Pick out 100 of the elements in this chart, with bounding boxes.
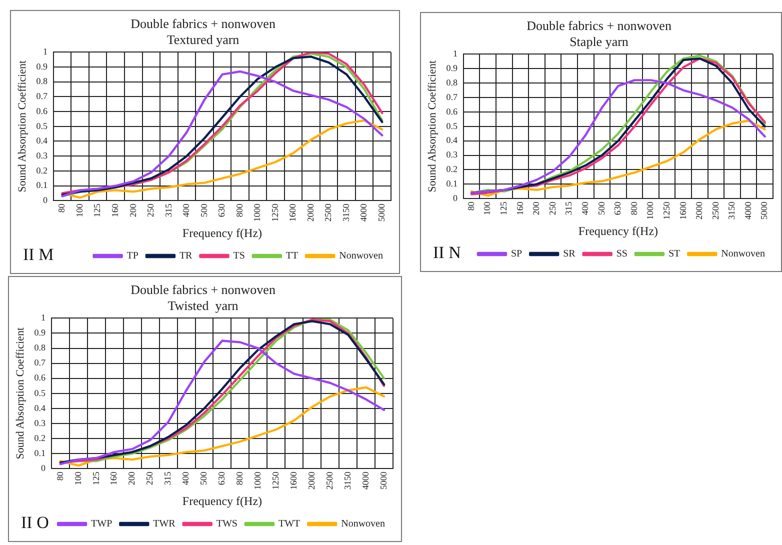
x-tick-label: 3150 bbox=[342, 471, 352, 490]
x-tick-label: 800 bbox=[234, 203, 244, 218]
y-tick-label: 0.3 bbox=[34, 418, 46, 428]
legend-label: SS bbox=[616, 248, 628, 260]
x-axis-title: Frequency f(Hz) bbox=[182, 226, 262, 240]
y-tick-label: 0.7 bbox=[34, 358, 46, 368]
x-tick-label: 800 bbox=[628, 201, 639, 216]
y-tick-label: 0.6 bbox=[36, 106, 48, 116]
y-tick-label: 0.5 bbox=[36, 120, 48, 131]
y-tick-label: 0.8 bbox=[34, 342, 46, 353]
y-tick-label: 0.9 bbox=[446, 63, 458, 73]
legend-label: TWS bbox=[216, 518, 238, 530]
x-tick-label: 80 bbox=[56, 203, 67, 213]
x-tick-label: 3150 bbox=[340, 203, 351, 222]
y-tick-label: 0.5 bbox=[446, 120, 458, 131]
legend-label: TT bbox=[286, 250, 298, 262]
x-tick-label: 100 bbox=[72, 471, 83, 486]
x-axis-title: Frequency f(Hz) bbox=[182, 494, 262, 508]
y-tick-label: 0.3 bbox=[36, 150, 48, 160]
x-tick-label: 250 bbox=[547, 201, 558, 216]
chart-subtitle: Staple yarn bbox=[570, 34, 629, 49]
y-tick-label: 0.4 bbox=[446, 135, 458, 146]
x-tick-label: 315 bbox=[162, 471, 173, 486]
y-tick-label: 0.1 bbox=[36, 180, 48, 190]
y-tick-label: 0.8 bbox=[36, 76, 48, 86]
y-tick-label: 1 bbox=[40, 312, 46, 323]
y-tick-label: 0.2 bbox=[34, 432, 46, 443]
x-tick-label: 500 bbox=[596, 201, 606, 216]
x-tick-label: 2000 bbox=[305, 203, 316, 222]
x-tick-label: 500 bbox=[198, 203, 209, 218]
y-tick-label: 0.4 bbox=[34, 402, 46, 413]
x-tick-label: 125 bbox=[498, 201, 509, 216]
x-axis-title: Frequency f(Hz) bbox=[578, 224, 658, 238]
y-axis-title: Sound Absorption Coefficient bbox=[14, 328, 26, 460]
x-tick-label: 400 bbox=[580, 201, 590, 216]
x-tick-label: 200 bbox=[531, 201, 542, 216]
x-tick-label: 1250 bbox=[661, 201, 672, 220]
text: II O bbox=[21, 513, 49, 533]
x-tick-label: 160 bbox=[108, 471, 119, 486]
chart-title: Double fabrics + nonwoven bbox=[130, 16, 276, 32]
x-tick-label: 1600 bbox=[288, 471, 298, 490]
chart-subtitle: Textured yarn bbox=[166, 32, 240, 47]
legend-label: TWP bbox=[91, 518, 113, 530]
x-tick-label: 4000 bbox=[358, 203, 369, 222]
y-tick-label: 0 bbox=[42, 194, 48, 205]
x-tick-label: 3150 bbox=[726, 201, 737, 220]
x-tick-label: 1000 bbox=[645, 201, 656, 220]
legend-label: TR bbox=[179, 250, 193, 262]
chart-subtitle: Twisted yarn bbox=[168, 298, 239, 313]
x-tick-label: 400 bbox=[180, 471, 191, 486]
x-tick-label: 800 bbox=[234, 471, 245, 486]
x-tick-label: 2500 bbox=[710, 201, 720, 220]
y-axis-title: Sound Absorption Coefficient bbox=[426, 60, 438, 192]
x-tick-label: 200 bbox=[126, 471, 137, 486]
legend-label: SR bbox=[563, 248, 576, 260]
legend-label: Nonwoven bbox=[721, 248, 766, 260]
x-tick-label: 5000 bbox=[759, 201, 770, 220]
x-tick-label: 2500 bbox=[324, 471, 334, 490]
x-tick-label: 630 bbox=[216, 471, 227, 486]
y-tick-label: 1 bbox=[42, 46, 48, 57]
x-tick-label: 5000 bbox=[378, 471, 388, 490]
chart-title: Double fabrics + nonwoven bbox=[526, 18, 672, 34]
x-tick-label: 400 bbox=[181, 203, 192, 218]
y-tick-label: 0 bbox=[452, 192, 458, 203]
x-tick-label: 4000 bbox=[742, 201, 753, 220]
x-tick-label: 125 bbox=[92, 203, 102, 218]
y-tick-label: 0.4 bbox=[36, 136, 48, 146]
x-tick-label: 1600 bbox=[678, 201, 688, 220]
x-tick-label: 2000 bbox=[694, 201, 704, 220]
y-tick-label: 1 bbox=[452, 48, 458, 59]
x-tick-label: 630 bbox=[216, 203, 227, 218]
y-tick-label: 0.3 bbox=[446, 150, 458, 160]
y-tick-label: 0.9 bbox=[36, 61, 48, 72]
x-tick-label: 5000 bbox=[376, 203, 386, 222]
y-tick-label: 0.1 bbox=[34, 448, 46, 458]
y-tick-label: 0.5 bbox=[34, 388, 46, 398]
x-tick-label: 80 bbox=[466, 201, 476, 211]
x-tick-label: 1250 bbox=[270, 471, 281, 490]
legend-label: SP bbox=[510, 248, 523, 260]
x-tick-label: 1000 bbox=[252, 203, 262, 222]
y-tick-label: 0.7 bbox=[36, 91, 48, 102]
x-tick-label: 315 bbox=[564, 201, 574, 216]
x-tick-label: 125 bbox=[90, 471, 101, 486]
x-tick-label: 1250 bbox=[270, 203, 280, 222]
legend-label: Nonwoven bbox=[339, 250, 384, 262]
x-tick-label: 160 bbox=[110, 203, 120, 218]
y-tick-label: 0.6 bbox=[446, 106, 458, 116]
legend-label: ST bbox=[668, 248, 680, 260]
y-tick-label: 0.1 bbox=[446, 178, 458, 189]
legend-label: TS bbox=[233, 250, 245, 262]
x-tick-label: 100 bbox=[74, 203, 84, 218]
y-tick-label: 0 bbox=[40, 462, 46, 473]
x-tick-label: 1600 bbox=[288, 203, 298, 222]
x-tick-label: 160 bbox=[514, 201, 525, 216]
x-tick-label: 315 bbox=[163, 203, 174, 218]
x-tick-label: 80 bbox=[54, 471, 65, 481]
legend-label: TP bbox=[126, 250, 139, 262]
x-tick-label: 630 bbox=[612, 201, 623, 216]
y-tick-label: 0.7 bbox=[446, 92, 458, 102]
chart-title: Double fabrics + nonwoven bbox=[130, 282, 276, 298]
